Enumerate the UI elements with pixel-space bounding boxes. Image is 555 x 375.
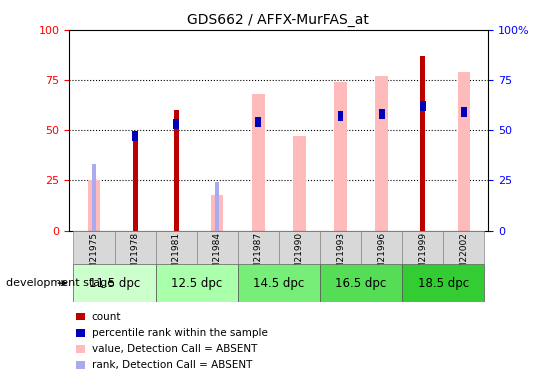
Bar	[173, 119, 179, 129]
Text: GSM21978: GSM21978	[130, 232, 140, 281]
Bar	[133, 136, 138, 231]
Text: value, Detection Call = ABSENT: value, Detection Call = ABSENT	[92, 344, 257, 354]
Bar	[320, 231, 361, 264]
Bar	[92, 164, 96, 231]
Text: rank, Detection Call = ABSENT: rank, Detection Call = ABSENT	[92, 360, 252, 370]
Text: GSM22002: GSM22002	[459, 232, 468, 281]
Bar	[361, 231, 402, 264]
Bar	[402, 264, 485, 302]
Text: GSM21975: GSM21975	[89, 232, 99, 281]
Text: GDS662 / AFFX-MurFAS_at: GDS662 / AFFX-MurFAS_at	[186, 13, 369, 27]
Text: GSM21987: GSM21987	[254, 232, 263, 281]
Bar	[196, 231, 238, 264]
Bar	[420, 101, 426, 111]
Bar	[320, 264, 402, 302]
Text: 12.5 dpc: 12.5 dpc	[171, 277, 223, 290]
Bar	[76, 313, 85, 320]
Bar	[379, 109, 385, 119]
Bar	[279, 231, 320, 264]
Bar	[420, 56, 425, 231]
Text: GSM21993: GSM21993	[336, 232, 345, 281]
Bar	[337, 111, 344, 121]
Bar	[215, 183, 219, 231]
Bar	[132, 131, 138, 141]
Bar	[457, 72, 470, 231]
Bar	[334, 82, 347, 231]
Text: GSM21981: GSM21981	[171, 232, 181, 281]
Text: development stage: development stage	[6, 278, 114, 288]
Text: GSM21990: GSM21990	[295, 232, 304, 281]
Bar	[76, 362, 85, 369]
Text: GSM21999: GSM21999	[418, 232, 427, 281]
Bar	[238, 231, 279, 264]
Bar	[293, 136, 306, 231]
Bar	[114, 231, 155, 264]
Bar	[443, 231, 485, 264]
Bar	[252, 94, 265, 231]
Text: GSM21984: GSM21984	[213, 232, 222, 281]
Text: GSM21996: GSM21996	[377, 232, 386, 281]
Bar	[73, 264, 155, 302]
Bar	[73, 231, 114, 264]
Bar	[88, 180, 100, 231]
Bar	[174, 110, 179, 231]
Text: count: count	[92, 312, 121, 322]
Text: 18.5 dpc: 18.5 dpc	[418, 277, 469, 290]
Text: percentile rank within the sample: percentile rank within the sample	[92, 328, 268, 338]
Text: 16.5 dpc: 16.5 dpc	[335, 277, 387, 290]
Bar	[238, 264, 320, 302]
Bar	[155, 264, 238, 302]
Bar	[76, 329, 85, 337]
Text: 14.5 dpc: 14.5 dpc	[253, 277, 305, 290]
Bar	[211, 195, 224, 231]
Bar	[461, 107, 467, 117]
Bar	[76, 345, 85, 352]
Text: 11.5 dpc: 11.5 dpc	[89, 277, 140, 290]
Bar	[155, 231, 196, 264]
Bar	[402, 231, 443, 264]
Bar	[255, 117, 261, 127]
Bar	[375, 76, 388, 231]
